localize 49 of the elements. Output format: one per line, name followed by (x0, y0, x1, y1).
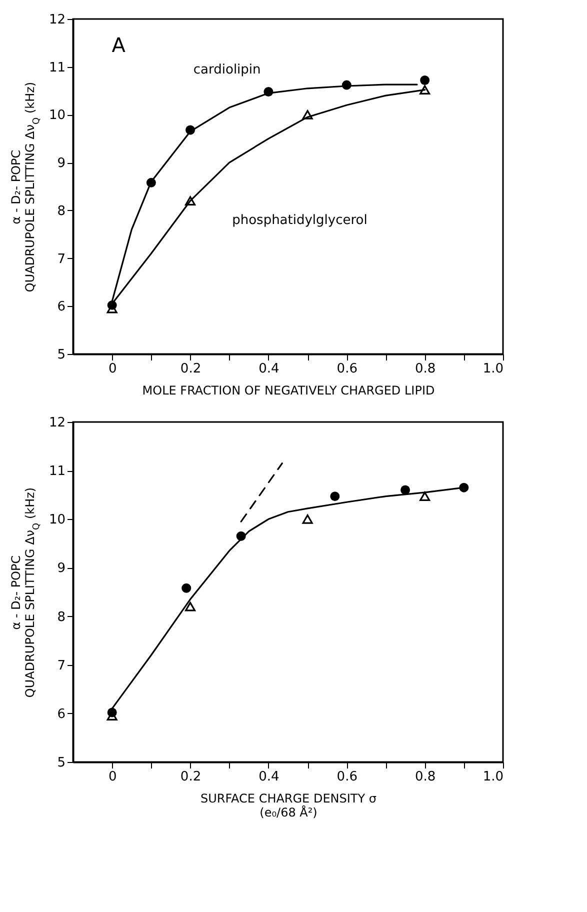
y-tick-label: 8 (57, 610, 66, 625)
x-tick-label: 1.0 (482, 770, 504, 784)
point (236, 531, 246, 541)
x-tick-label: 0.4 (258, 362, 280, 376)
x-tick-label: 0 (108, 770, 117, 784)
x-axis-title: MOLE FRACTION OF NEGATIVELY CHARGED LIPID (142, 384, 435, 398)
annotation: phosphatidylglycerol (232, 213, 368, 228)
y-tick-label: 12 (48, 416, 66, 430)
y-tick-label: 9 (57, 561, 66, 576)
y-tick-label: 6 (57, 706, 66, 722)
point (420, 76, 430, 85)
y-tick-label: 11 (48, 464, 66, 480)
x-axis-title: SURFACE CHARGE DENSITY σ (e₀/68 Å²) (200, 792, 377, 820)
x-tick-label: 0.6 (336, 770, 358, 784)
x-tick-label: 0.6 (336, 362, 358, 376)
y-tick-label: 7 (57, 658, 66, 674)
x-tick-label: 0.8 (414, 770, 436, 784)
point (182, 583, 192, 593)
x-tick-label: 1.0 (482, 362, 504, 376)
point (302, 514, 313, 524)
point (400, 485, 410, 495)
x-tick-label: 0.2 (180, 770, 202, 784)
y-tick-label: 9 (57, 156, 66, 172)
y-tick-label: 6 (57, 300, 66, 315)
y-tick-label: 10 (48, 512, 66, 528)
point (185, 602, 196, 612)
point (459, 482, 469, 492)
annotation: cardiolipin (193, 62, 261, 78)
y-tick-label: 8 (57, 204, 66, 219)
y-tick-label: 7 (57, 252, 66, 267)
y-tick-label: 10 (48, 108, 66, 124)
point (186, 125, 196, 135)
y-tick-label: 5 (57, 348, 66, 362)
annotation: A (112, 32, 126, 57)
point (342, 80, 352, 90)
point (146, 178, 156, 188)
x-tick-label: 0.2 (180, 362, 202, 376)
x-tick-label: 0 (108, 362, 117, 376)
point (420, 85, 430, 94)
x-tick-label: 0.8 (414, 362, 436, 376)
y-tick-label: 5 (57, 756, 66, 770)
point (302, 110, 313, 120)
point (264, 87, 274, 96)
y-tick-label: 11 (48, 60, 66, 76)
x-tick-label: 0.4 (258, 770, 280, 784)
y-tick-label: 12 (48, 12, 66, 28)
point (185, 196, 196, 206)
point (420, 492, 430, 501)
point (330, 492, 340, 502)
